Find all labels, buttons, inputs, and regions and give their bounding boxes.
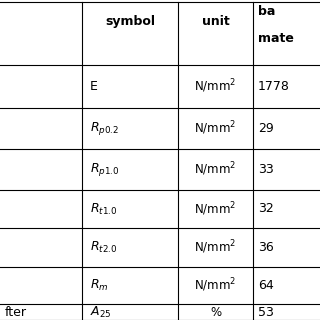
Text: mate: mate	[258, 32, 294, 45]
Text: ba: ba	[258, 5, 276, 18]
Text: $R_{p1.0}$: $R_{p1.0}$	[90, 161, 120, 178]
Text: %: %	[210, 306, 221, 318]
Text: $A_{25}$: $A_{25}$	[90, 304, 112, 320]
Text: N/mm$^2$: N/mm$^2$	[194, 239, 236, 256]
Text: 33: 33	[258, 163, 274, 176]
Text: unit: unit	[202, 15, 229, 28]
Text: 64: 64	[258, 279, 274, 292]
Text: 29: 29	[258, 122, 274, 135]
Text: N/mm$^2$: N/mm$^2$	[194, 277, 236, 294]
Text: $R_{t2.0}$: $R_{t2.0}$	[90, 240, 117, 255]
Text: 1778: 1778	[258, 80, 290, 93]
Text: symbol: symbol	[105, 15, 155, 28]
Text: N/mm$^2$: N/mm$^2$	[194, 78, 236, 95]
Text: E: E	[90, 80, 98, 93]
Text: N/mm$^2$: N/mm$^2$	[194, 120, 236, 137]
Text: N/mm$^2$: N/mm$^2$	[194, 200, 236, 218]
Text: N/mm$^2$: N/mm$^2$	[194, 161, 236, 178]
Text: $R_{p0.2}$: $R_{p0.2}$	[90, 120, 119, 137]
Text: 36: 36	[258, 241, 274, 254]
Text: $R_{t1.0}$: $R_{t1.0}$	[90, 202, 117, 217]
Text: 53: 53	[258, 306, 274, 318]
Text: fter: fter	[5, 306, 27, 318]
Text: $R_{m}$: $R_{m}$	[90, 278, 108, 293]
Text: 32: 32	[258, 203, 274, 215]
